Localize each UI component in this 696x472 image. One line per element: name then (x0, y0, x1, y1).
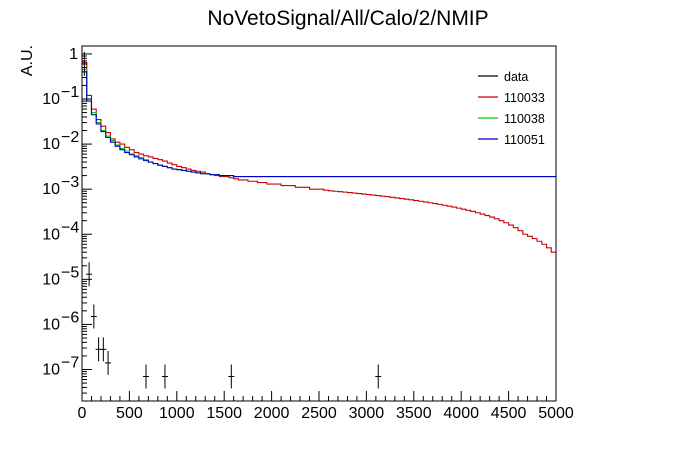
series-line-110051 (82, 71, 556, 178)
x-tick-label: 2000 (254, 405, 290, 422)
legend-label-data: data (504, 70, 528, 84)
x-tick-label: 4500 (491, 405, 527, 422)
x-tick-label: 1000 (159, 405, 195, 422)
data-point (105, 350, 112, 375)
x-tick-label: 3000 (349, 405, 385, 422)
legend: data 110033 110038 110051 (478, 70, 545, 147)
x-tick-label: 2500 (301, 405, 337, 422)
y-tick-label: 10 (42, 181, 60, 198)
x-tick-label: 500 (116, 405, 143, 422)
plot-area (81, 51, 556, 389)
y-tick-exponent: −7 (61, 354, 79, 371)
data-point (375, 364, 382, 389)
y-tick-label: 10 (42, 91, 60, 108)
x-tick-label: 0 (78, 405, 87, 422)
data-point (100, 337, 107, 362)
y-axis-label: A.U. (19, 45, 36, 76)
x-tick-label: 3500 (396, 405, 432, 422)
data-point (142, 364, 149, 389)
chart-title: NoVetoSignal/All/Calo/2/NMIP (207, 7, 488, 30)
y-tick-label: 10 (42, 136, 60, 153)
series-line-110033 (82, 61, 556, 253)
y-tick-exponent: −1 (61, 84, 79, 101)
data-point (161, 364, 168, 389)
y-tick-label: 10 (42, 361, 60, 378)
y-tick-exponent: −2 (61, 129, 79, 146)
y-tick-label: 10 (42, 271, 60, 288)
y-tick-exponent: −5 (61, 264, 79, 281)
y-tick-exponent: −4 (61, 219, 79, 236)
data-point (228, 364, 235, 389)
y-tick-label: 10 (42, 226, 60, 243)
x-tick-label: 4000 (443, 405, 479, 422)
axes: 0 500 1000 1500 2000 2500 3000 3500 4000 4500 5000… (42, 46, 574, 422)
y-tick-label: 10 (42, 316, 60, 333)
y-tick-label: 1 (69, 46, 78, 63)
x-tick-label: 1500 (206, 405, 242, 422)
legend-label-110038: 110038 (504, 112, 545, 126)
y-tick-exponent: −3 (61, 174, 79, 191)
y-tick-exponent: −6 (61, 309, 79, 326)
legend-label-110051: 110051 (504, 133, 545, 147)
data-point (90, 304, 97, 329)
legend-label-110033: 110033 (504, 91, 545, 105)
x-tick-label: 5000 (538, 405, 574, 422)
data-point (86, 262, 93, 287)
